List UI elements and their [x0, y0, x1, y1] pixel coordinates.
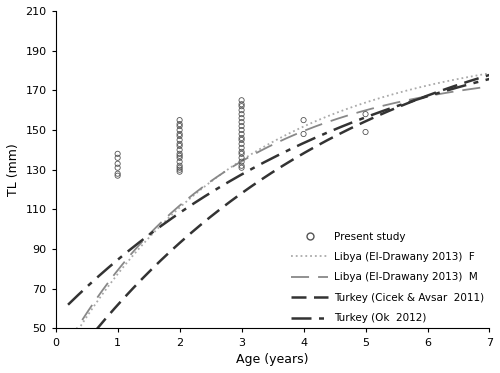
- Y-axis label: TL (mm): TL (mm): [7, 143, 20, 196]
- Point: [176, 169, 184, 175]
- Point: [238, 115, 246, 121]
- Point: [238, 131, 246, 137]
- Point: [176, 147, 184, 153]
- Point: [238, 145, 246, 151]
- Point: [238, 159, 246, 165]
- Point: [176, 123, 184, 129]
- Point: [238, 141, 246, 147]
- Point: [176, 159, 184, 165]
- Point: [238, 107, 246, 113]
- Point: [176, 155, 184, 161]
- Point: [238, 151, 246, 157]
- Point: [176, 167, 184, 173]
- Point: [238, 137, 246, 143]
- Point: [238, 101, 246, 107]
- Point: [238, 163, 246, 169]
- Point: [176, 151, 184, 157]
- Point: [176, 143, 184, 149]
- Point: [238, 119, 246, 125]
- Point: [176, 133, 184, 139]
- Point: [238, 135, 246, 141]
- Point: [176, 127, 184, 133]
- Point: [176, 131, 184, 137]
- Point: [362, 111, 370, 117]
- Point: [176, 153, 184, 159]
- Point: [114, 155, 122, 161]
- Point: [238, 127, 246, 133]
- Legend: Present study, Libya (El-Drawany 2013)  F, Libya (El-Drawany 2013)  M, Turkey (C: Present study, Libya (El-Drawany 2013) F…: [292, 232, 484, 323]
- Point: [114, 171, 122, 177]
- Point: [114, 161, 122, 167]
- Point: [238, 103, 246, 109]
- Point: [176, 141, 184, 147]
- X-axis label: Age (years): Age (years): [236, 353, 309, 366]
- Point: [176, 121, 184, 127]
- Point: [114, 165, 122, 171]
- Point: [238, 149, 246, 155]
- Point: [238, 97, 246, 103]
- Point: [176, 117, 184, 123]
- Point: [238, 123, 246, 129]
- Point: [114, 151, 122, 157]
- Point: [238, 165, 246, 171]
- Point: [300, 131, 308, 137]
- Point: [362, 129, 370, 135]
- Point: [300, 117, 308, 123]
- Point: [114, 173, 122, 179]
- Point: [176, 165, 184, 171]
- Point: [176, 137, 184, 143]
- Point: [238, 155, 246, 161]
- Point: [176, 163, 184, 169]
- Point: [238, 111, 246, 117]
